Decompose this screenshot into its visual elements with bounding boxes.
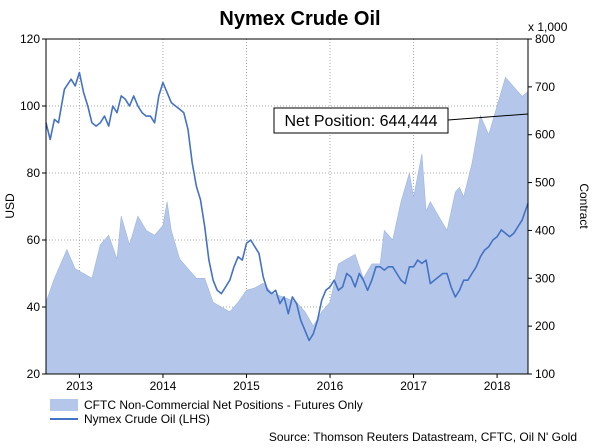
left-tick-label: 120: [20, 32, 40, 46]
x-tick-label: 2016: [317, 379, 344, 393]
legend: CFTC Non-Commercial Net Positions - Futu…: [50, 398, 363, 426]
legend-swatch-area: [50, 399, 78, 411]
right-tick-label: 600: [535, 128, 555, 142]
chart-title: Nymex Crude Oil: [219, 8, 380, 30]
left-tick-label: 40: [27, 300, 41, 314]
x-tick-label: 2018: [484, 379, 511, 393]
annotation-leader-line: [447, 113, 529, 121]
series-area-net-positions: [45, 76, 529, 375]
legend-label-crude-oil: Nymex Crude Oil (LHS): [84, 412, 210, 426]
left-tick-label: 80: [27, 166, 41, 180]
right-tick-label: 700: [535, 80, 555, 94]
axis-layer: 20 40 60 80 100 120 100 200 300 400 500 600 700 800 20…: [20, 32, 555, 393]
series-line-crude-oil: [45, 71, 529, 342]
right-tick-label: 300: [535, 271, 555, 285]
plot-frame: [45, 38, 529, 375]
right-tick-label: 200: [535, 319, 555, 333]
right-tick-label: 500: [535, 176, 555, 190]
annotation-box: [273, 107, 449, 134]
right-tick-label: 800: [535, 32, 555, 46]
left-tick-label: 100: [20, 99, 40, 113]
left-axis-label: USD: [3, 193, 17, 219]
series-layer: [45, 71, 529, 375]
right-axis-label: Contract: [577, 183, 591, 229]
x-tick-label: 2017: [400, 379, 427, 393]
annotation-text: Net Position: 644,444: [285, 113, 438, 130]
x-tick-label: 2013: [66, 379, 93, 393]
x-tick-label: 2015: [233, 379, 260, 393]
left-tick-label: 20: [27, 367, 41, 381]
right-tick-label: 100: [535, 367, 555, 381]
right-tick-label: 400: [535, 223, 555, 237]
source-note: Source: Thomson Reuters Datastream, CFTC…: [269, 430, 577, 444]
left-tick-label: 60: [27, 233, 41, 247]
right-axis-multiplier: x 1,000: [528, 20, 568, 34]
x-tick-label: 2014: [150, 379, 177, 393]
legend-label-positions: CFTC Non-Commercial Net Positions - Futu…: [84, 398, 363, 412]
